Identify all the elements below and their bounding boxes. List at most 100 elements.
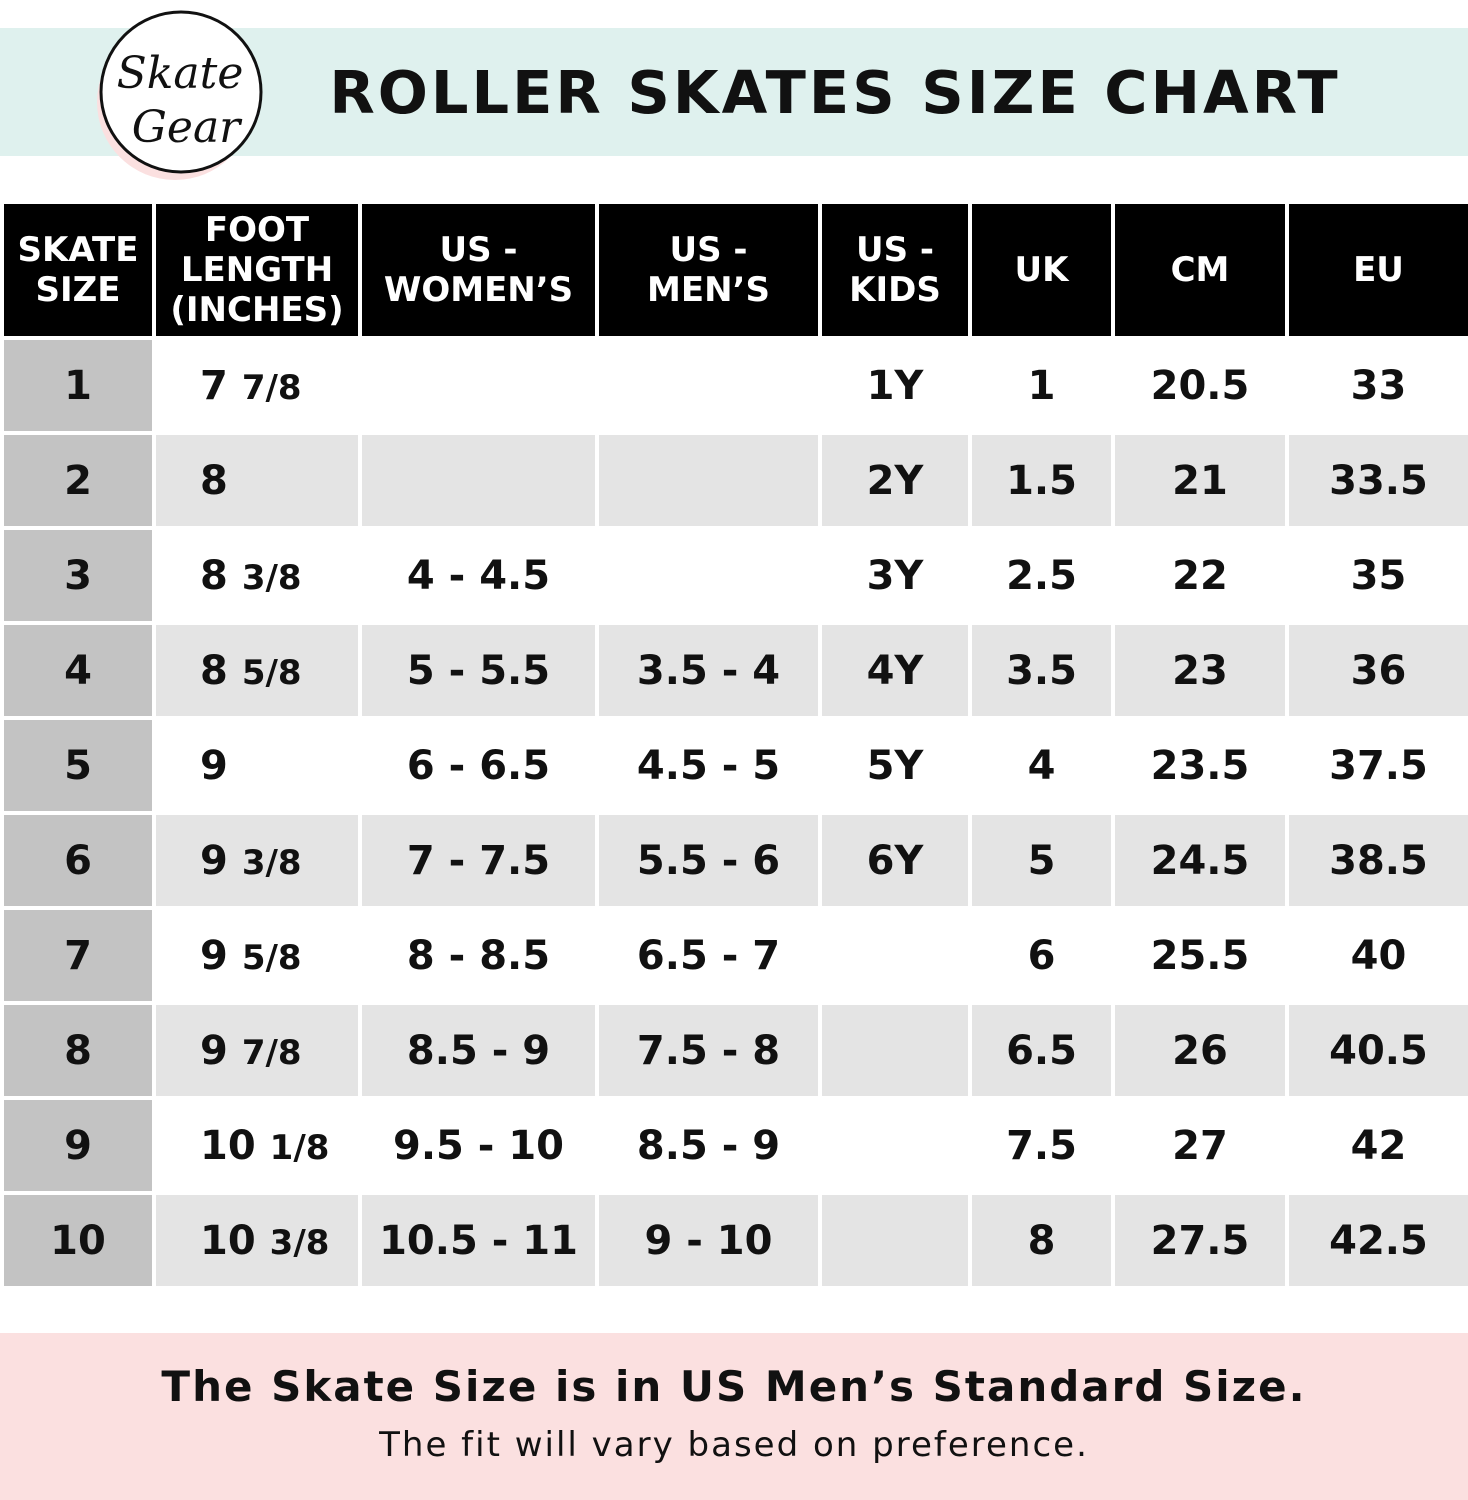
uk-cell: 3.5 bbox=[972, 625, 1111, 716]
uk-cell: 6 bbox=[972, 910, 1111, 1001]
us-womens-cell: 8 - 8.5 bbox=[362, 910, 595, 1001]
foot-length-fraction: 7/8 bbox=[241, 1032, 302, 1073]
us-mens-cell: 4.5 - 5 bbox=[599, 720, 818, 811]
header-eu: EU bbox=[1289, 204, 1468, 336]
us-kids-cell: 1Y bbox=[822, 340, 968, 431]
table-row: 1 7 7/8 1Y 1 20.5 33 bbox=[4, 340, 1468, 431]
foot-length-cell: 10 1/8 bbox=[156, 1100, 358, 1191]
eu-cell: 37.5 bbox=[1289, 720, 1468, 811]
table-row: 5 9 6 - 6.5 4.5 - 5 5Y 4 23.5 37.5 bbox=[4, 720, 1468, 811]
cm-cell: 27 bbox=[1115, 1100, 1285, 1191]
foot-length-whole: 9 bbox=[200, 1027, 228, 1074]
us-mens-cell: 7.5 - 8 bbox=[599, 1005, 818, 1096]
table-row: 3 8 3/8 4 - 4.5 3Y 2.5 22 35 bbox=[4, 530, 1468, 621]
cm-cell: 20.5 bbox=[1115, 340, 1285, 431]
header-us-kids-label: US - KIDS bbox=[849, 230, 941, 310]
foot-length-cell: 8 3/8 bbox=[156, 530, 358, 621]
skate-size-cell: 8 bbox=[4, 1005, 152, 1096]
skate-size-cell: 2 bbox=[4, 435, 152, 526]
skate-gear-logo: Skate Gear bbox=[97, 10, 263, 180]
logo-text-skate: Skate bbox=[117, 48, 244, 99]
foot-length-cell: 7 7/8 bbox=[156, 340, 358, 431]
uk-cell: 2.5 bbox=[972, 530, 1111, 621]
skate-size-cell: 5 bbox=[4, 720, 152, 811]
us-mens-cell bbox=[599, 435, 818, 526]
uk-cell: 7.5 bbox=[972, 1100, 1111, 1191]
eu-cell: 33 bbox=[1289, 340, 1468, 431]
us-womens-cell: 9.5 - 10 bbox=[362, 1100, 595, 1191]
us-womens-cell: 8.5 - 9 bbox=[362, 1005, 595, 1096]
header-cm: CM bbox=[1115, 204, 1285, 336]
chart-title: ROLLER SKATES SIZE CHART bbox=[329, 57, 1341, 127]
table-row: 6 9 3/8 7 - 7.5 5.5 - 6 6Y 5 24.5 38.5 bbox=[4, 815, 1468, 906]
foot-length-cell: 9 5/8 bbox=[156, 910, 358, 1001]
header-us-mens: US - MEN’S bbox=[599, 204, 818, 336]
us-mens-cell: 3.5 - 4 bbox=[599, 625, 818, 716]
cm-cell: 21 bbox=[1115, 435, 1285, 526]
us-mens-cell: 9 - 10 bbox=[599, 1195, 818, 1286]
skate-size-cell: 7 bbox=[4, 910, 152, 1001]
cm-cell: 25.5 bbox=[1115, 910, 1285, 1001]
header-foot-length-label: FOOT LENGTH (INCHES) bbox=[170, 210, 344, 330]
foot-length-whole: 7 bbox=[200, 362, 228, 409]
foot-length-fraction: 3/8 bbox=[241, 842, 302, 883]
table-row: 10 10 3/8 10.5 - 11 9 - 10 8 27.5 42.5 bbox=[4, 1195, 1468, 1286]
skate-size-cell: 1 bbox=[4, 340, 152, 431]
us-kids-cell: 4Y bbox=[822, 625, 968, 716]
us-womens-cell: 10.5 - 11 bbox=[362, 1195, 595, 1286]
eu-cell: 40 bbox=[1289, 910, 1468, 1001]
foot-length-cell: 10 3/8 bbox=[156, 1195, 358, 1286]
table-row: 7 9 5/8 8 - 8.5 6.5 - 7 6 25.5 40 bbox=[4, 910, 1468, 1001]
size-chart-table: SKATE SIZE FOOT LENGTH (INCHES) US - WOMEN… bbox=[0, 200, 1468, 1290]
uk-cell: 5 bbox=[972, 815, 1111, 906]
foot-length-cell: 9 bbox=[156, 720, 358, 811]
footer-band bbox=[0, 1333, 1468, 1500]
us-mens-cell: 5.5 - 6 bbox=[599, 815, 818, 906]
us-kids-cell bbox=[822, 910, 968, 1001]
header-uk-label: UK bbox=[1014, 250, 1069, 290]
skate-size-cell: 9 bbox=[4, 1100, 152, 1191]
foot-length-cell: 8 5/8 bbox=[156, 625, 358, 716]
foot-length-whole: 10 bbox=[200, 1122, 256, 1169]
foot-length-cell: 8 bbox=[156, 435, 358, 526]
us-kids-cell: 5Y bbox=[822, 720, 968, 811]
uk-cell: 4 bbox=[972, 720, 1111, 811]
header-us-womens-label: US - WOMEN’S bbox=[383, 230, 574, 310]
skate-size-cell: 6 bbox=[4, 815, 152, 906]
us-kids-cell: 2Y bbox=[822, 435, 968, 526]
foot-length-whole: 9 bbox=[200, 742, 228, 789]
us-womens-cell: 5 - 5.5 bbox=[362, 625, 595, 716]
header-us-womens: US - WOMEN’S bbox=[362, 204, 595, 336]
us-womens-cell: 4 - 4.5 bbox=[362, 530, 595, 621]
uk-cell: 1.5 bbox=[972, 435, 1111, 526]
us-mens-cell bbox=[599, 340, 818, 431]
table-header-row: SKATE SIZE FOOT LENGTH (INCHES) US - WOMEN… bbox=[4, 204, 1468, 336]
table-row: 8 9 7/8 8.5 - 9 7.5 - 8 6.5 26 40.5 bbox=[4, 1005, 1468, 1096]
foot-length-fraction: 1/8 bbox=[269, 1127, 330, 1168]
us-womens-cell: 7 - 7.5 bbox=[362, 815, 595, 906]
eu-cell: 35 bbox=[1289, 530, 1468, 621]
us-kids-cell bbox=[822, 1195, 968, 1286]
us-womens-cell bbox=[362, 435, 595, 526]
foot-length-fraction: 5/8 bbox=[241, 937, 302, 978]
eu-cell: 40.5 bbox=[1289, 1005, 1468, 1096]
cm-cell: 22 bbox=[1115, 530, 1285, 621]
foot-length-fraction: 3/8 bbox=[241, 557, 302, 598]
footer-note-main: The Skate Size is in US Men’s Standard S… bbox=[161, 1362, 1307, 1411]
table-row: 9 10 1/8 9.5 - 10 8.5 - 9 7.5 27 42 bbox=[4, 1100, 1468, 1191]
logo-text-gear: Gear bbox=[132, 102, 243, 153]
foot-length-whole: 8 bbox=[200, 457, 228, 504]
uk-cell: 8 bbox=[972, 1195, 1111, 1286]
foot-length-whole: 8 bbox=[200, 552, 228, 599]
skate-size-cell: 10 bbox=[4, 1195, 152, 1286]
foot-length-fraction: 3/8 bbox=[269, 1222, 330, 1263]
foot-length-whole: 9 bbox=[200, 932, 228, 979]
us-mens-cell: 6.5 - 7 bbox=[599, 910, 818, 1001]
us-kids-cell: 3Y bbox=[822, 530, 968, 621]
eu-cell: 42 bbox=[1289, 1100, 1468, 1191]
foot-length-cell: 9 3/8 bbox=[156, 815, 358, 906]
header-uk: UK bbox=[972, 204, 1111, 336]
us-kids-cell bbox=[822, 1100, 968, 1191]
uk-cell: 1 bbox=[972, 340, 1111, 431]
cm-cell: 24.5 bbox=[1115, 815, 1285, 906]
